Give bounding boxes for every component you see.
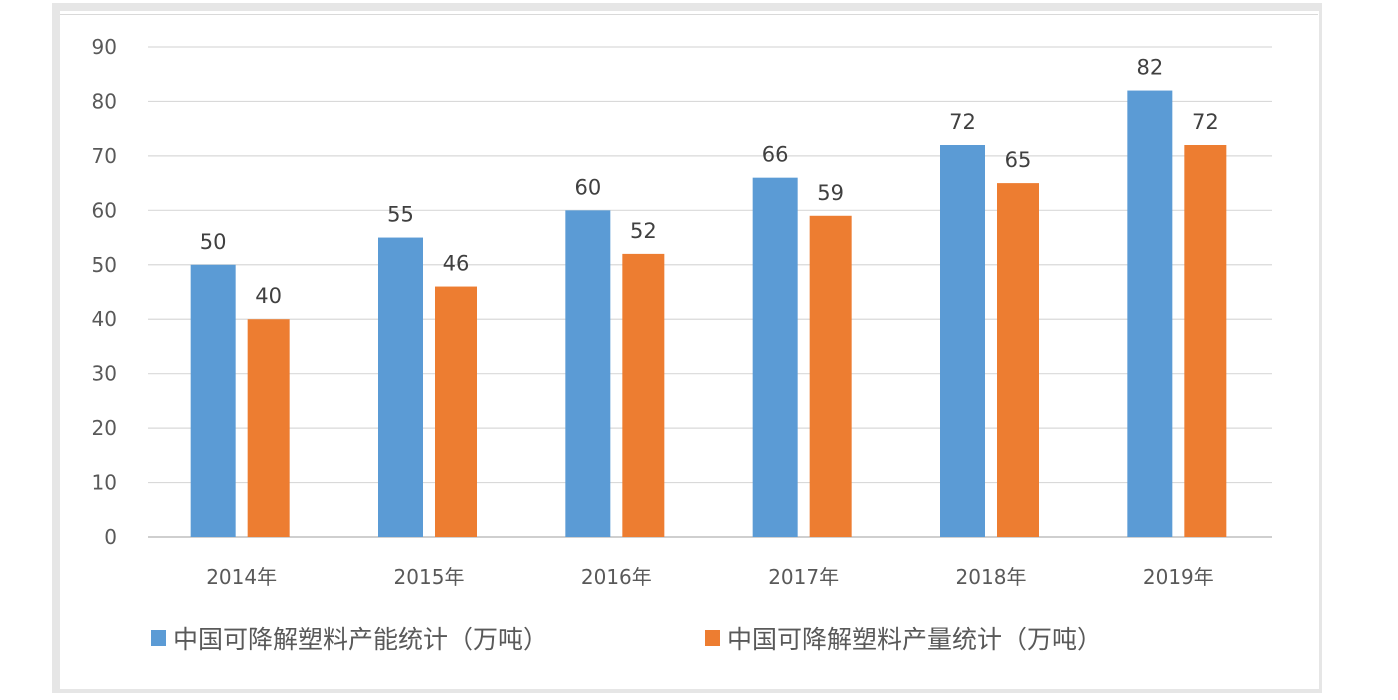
y-tick-label: 60 (92, 198, 117, 222)
y-tick-label: 30 (92, 362, 117, 386)
x-tick-label: 2015年 (394, 565, 465, 589)
data-label: 66 (762, 143, 789, 167)
bar-series-2 (997, 183, 1039, 537)
x-tick-label: 2017年 (768, 565, 839, 589)
bar-series-2 (809, 215, 852, 537)
bar-series-1 (1127, 90, 1173, 538)
x-tick-label: 2018年 (956, 565, 1027, 589)
data-label: 65 (1005, 148, 1032, 172)
y-tick-label: 80 (92, 89, 117, 113)
x-tick-label: 2016年 (581, 565, 652, 589)
data-label: 52 (630, 219, 657, 243)
data-label: 72 (949, 110, 976, 134)
y-tick-label: 10 (92, 471, 117, 495)
bar-series-1 (565, 210, 611, 538)
legend-label: 中国可降解塑料产能统计（万吨） (173, 625, 548, 654)
y-tick-label: 70 (92, 144, 117, 168)
bar-series-1 (752, 177, 798, 537)
legend-swatch (151, 630, 166, 646)
data-label: 60 (574, 175, 601, 199)
x-tick-label: 2019年 (1143, 565, 1214, 589)
bar-series-2 (1184, 145, 1227, 537)
y-tick-label: 40 (92, 307, 117, 331)
bar-series-1 (940, 145, 985, 537)
data-label: 72 (1192, 110, 1219, 134)
data-label: 46 (443, 252, 470, 276)
data-label: 82 (1136, 56, 1163, 80)
bar-series-1 (378, 237, 423, 538)
bar-series-2 (622, 253, 665, 537)
y-tick-label: 50 (92, 253, 117, 277)
bar-series-2 (435, 286, 477, 537)
bar-series-2 (247, 319, 290, 537)
x-tick-label: 2014年 (206, 565, 277, 589)
y-tick-label: 20 (92, 416, 117, 440)
legend-label: 中国可降解塑料产量统计（万吨） (727, 625, 1102, 654)
legend-swatch (705, 630, 720, 646)
y-tick-label: 0 (104, 525, 117, 549)
data-label: 55 (387, 203, 414, 227)
y-tick-label: 90 (92, 35, 117, 59)
frame-divider (60, 14, 1318, 15)
data-label: 59 (817, 181, 844, 205)
bar-series-1 (190, 264, 236, 537)
data-label: 50 (200, 230, 227, 254)
data-label: 40 (255, 284, 282, 308)
